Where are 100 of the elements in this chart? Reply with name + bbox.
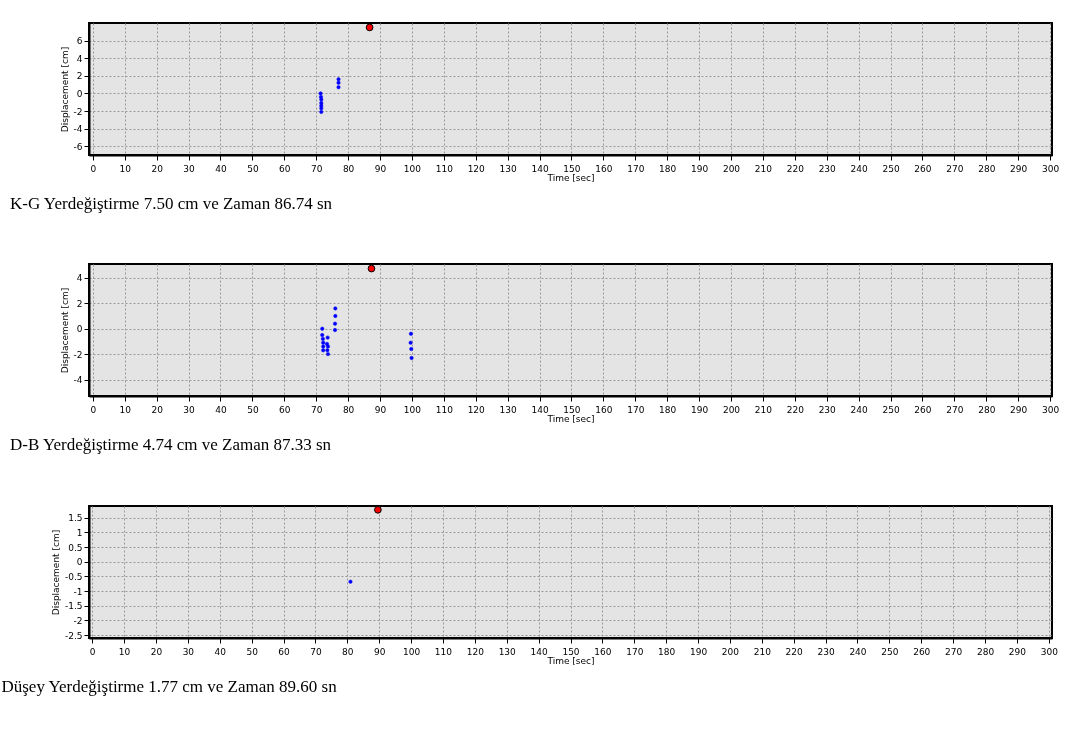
x-tick-label: 170 bbox=[627, 163, 645, 174]
x-tick-label: 200 bbox=[721, 646, 740, 657]
x-tick-label: 80 bbox=[342, 646, 354, 657]
x-tick-label: 210 bbox=[754, 404, 773, 415]
x-tick-label: 40 bbox=[215, 404, 227, 415]
x-tick-label: 300 bbox=[1040, 646, 1059, 657]
point bbox=[326, 344, 330, 349]
y-tick-label: -4 bbox=[73, 375, 83, 385]
x-tick-label: 230 bbox=[818, 163, 837, 174]
x-tick-label: 160 bbox=[595, 404, 613, 415]
x-tick-label: 300 bbox=[1041, 404, 1060, 415]
x-tick-label: 30 bbox=[182, 646, 195, 657]
x-tick-label: 210 bbox=[754, 163, 773, 174]
point bbox=[320, 333, 325, 338]
x-tick-label: 290 bbox=[1008, 646, 1027, 657]
x-tick-label: 50 bbox=[246, 646, 259, 657]
x-tick-label: 180 bbox=[659, 163, 677, 174]
x-tick-label: 170 bbox=[626, 646, 644, 657]
x-tick-label: 10 bbox=[119, 163, 132, 174]
x-tick-label: 0 bbox=[90, 163, 97, 174]
x-tick-label: 230 bbox=[817, 646, 835, 657]
x-tick-label: 190 bbox=[691, 404, 709, 415]
point bbox=[325, 335, 330, 340]
x-tick-label: 60 bbox=[279, 404, 291, 415]
x-tick-label: 50 bbox=[247, 404, 259, 415]
y-axis-title: Displacement [cm] bbox=[59, 46, 70, 133]
y-tick-label: -1.5 bbox=[64, 601, 83, 612]
x-tick-label: 260 bbox=[914, 404, 932, 415]
point bbox=[333, 314, 338, 319]
x-tick-label: 190 bbox=[689, 646, 708, 657]
x-tick-label: 270 bbox=[945, 646, 963, 657]
x-tick-label: 90 bbox=[374, 163, 387, 174]
x-tick-label: 140 bbox=[531, 404, 549, 415]
x-tick-label: 200 bbox=[722, 163, 741, 174]
x-tick-label: 120 bbox=[467, 404, 486, 415]
point bbox=[321, 340, 326, 345]
x-tick-label: 260 bbox=[913, 646, 931, 657]
point bbox=[321, 348, 326, 353]
x-tick-label: 180 bbox=[658, 646, 676, 657]
x-tick-label: 260 bbox=[914, 163, 932, 174]
point bbox=[367, 264, 376, 273]
x-tick-label: 300 bbox=[1041, 163, 1060, 174]
x-tick-label: 20 bbox=[150, 646, 163, 657]
x-tick-label: 160 bbox=[595, 163, 613, 174]
point bbox=[333, 306, 338, 311]
point bbox=[409, 347, 414, 352]
x-tick-label: 120 bbox=[466, 646, 485, 657]
x-tick-label: 30 bbox=[183, 404, 196, 415]
point bbox=[336, 80, 341, 85]
x-tick-label: 290 bbox=[1010, 404, 1028, 415]
point bbox=[336, 77, 341, 82]
point bbox=[336, 85, 341, 90]
y-tick-label: 1.5 bbox=[68, 513, 83, 524]
point bbox=[320, 326, 325, 331]
x-tick-label: 70 bbox=[310, 163, 323, 174]
x-tick-label: 110 bbox=[434, 646, 453, 657]
x-tick-label: 0 bbox=[90, 404, 97, 415]
x-tick-label: 70 bbox=[310, 404, 323, 415]
x-tick-label: 100 bbox=[403, 163, 422, 174]
x-tick-label: 270 bbox=[946, 404, 964, 415]
x-tick-label: 100 bbox=[403, 404, 422, 415]
y-tick-label: -0.5 bbox=[64, 571, 83, 582]
x-tick-label: 270 bbox=[946, 163, 964, 174]
x-tick-label: 290 bbox=[1010, 163, 1028, 174]
x-tick-label: 210 bbox=[753, 646, 772, 657]
x-tick-label: 120 bbox=[467, 163, 486, 174]
x-tick-label: 250 bbox=[882, 404, 900, 415]
y-tick-label: -1 bbox=[73, 586, 83, 597]
x-tick-label: 60 bbox=[279, 163, 291, 174]
x-tick-label: 30 bbox=[183, 163, 196, 174]
y-tick-label: 4 bbox=[76, 273, 83, 284]
x-tick-label: 240 bbox=[850, 163, 868, 174]
x-tick-label: 130 bbox=[498, 646, 517, 657]
x-tick-label: 240 bbox=[849, 646, 867, 657]
x-tick-label: 250 bbox=[882, 163, 900, 174]
x-tick-label: 200 bbox=[722, 404, 741, 415]
x-tick-label: 140 bbox=[530, 646, 548, 657]
x-tick-label: 130 bbox=[499, 404, 517, 415]
x-tick-label: 280 bbox=[976, 646, 995, 657]
text: D-B Yerdeğiştirme 4.74 cm ve Zaman 87.33 sn bbox=[10, 435, 332, 454]
x-tick-label: 90 bbox=[374, 404, 387, 415]
text: K-G Yerdeğiştirme 7.50 cm ve Zaman 86.74 sn bbox=[10, 194, 333, 213]
y-tick-label: 4 bbox=[76, 53, 83, 64]
y-axis-title: Displacement [cm] bbox=[50, 529, 61, 616]
y-tick-label: 0 bbox=[76, 324, 83, 335]
x-tick-label: 60 bbox=[278, 646, 291, 657]
x-tick-label: 220 bbox=[785, 646, 804, 657]
x-tick-label: 100 bbox=[402, 646, 421, 657]
point bbox=[365, 23, 374, 32]
y-tick-label: -6 bbox=[73, 141, 83, 152]
y-axis-title: Displacement [cm] bbox=[59, 287, 70, 374]
x-tick-label: 20 bbox=[151, 404, 164, 415]
x-tick-label: 190 bbox=[691, 163, 709, 174]
point bbox=[321, 344, 326, 349]
x-tick-label: 10 bbox=[119, 404, 132, 415]
x-tick-label: 80 bbox=[342, 404, 355, 415]
y-tick-label: 0 bbox=[76, 88, 83, 99]
x-tick-label: 90 bbox=[373, 646, 386, 657]
y-tick-label: -2 bbox=[73, 106, 83, 117]
x-tick-label: 220 bbox=[786, 404, 805, 415]
